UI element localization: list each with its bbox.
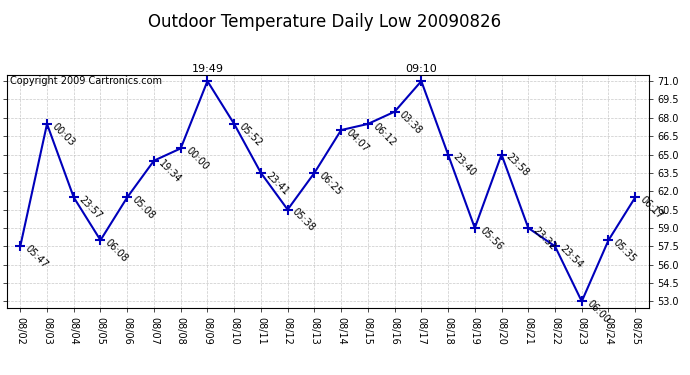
- Text: 05:35: 05:35: [611, 237, 638, 264]
- Text: 23:58: 23:58: [504, 152, 531, 178]
- Text: 05:52: 05:52: [237, 121, 264, 148]
- Text: 23:41: 23:41: [264, 170, 290, 197]
- Text: Copyright 2009 Cartronics.com: Copyright 2009 Cartronics.com: [10, 76, 162, 86]
- Text: 04:07: 04:07: [344, 127, 371, 154]
- Text: 03:38: 03:38: [397, 109, 424, 136]
- Text: 23:40: 23:40: [451, 152, 477, 178]
- Text: 06:12: 06:12: [371, 121, 397, 148]
- Text: 23:57: 23:57: [77, 195, 104, 222]
- Text: 23:32: 23:32: [531, 225, 558, 252]
- Text: 00:00: 00:00: [184, 146, 210, 172]
- Text: 05:08: 05:08: [130, 195, 157, 221]
- Text: 19:49: 19:49: [191, 64, 224, 74]
- Text: 19:34: 19:34: [157, 158, 184, 184]
- Text: 06:00: 06:00: [584, 298, 611, 325]
- Text: 06:08: 06:08: [104, 237, 130, 264]
- Text: 05:47: 05:47: [23, 243, 50, 270]
- Text: 09:10: 09:10: [406, 64, 437, 74]
- Text: 05:38: 05:38: [290, 207, 317, 234]
- Text: 05:56: 05:56: [477, 225, 504, 252]
- Text: 00:03: 00:03: [50, 121, 77, 148]
- Text: 23:54: 23:54: [558, 243, 584, 270]
- Text: 06:17: 06:17: [638, 195, 664, 221]
- Text: Outdoor Temperature Daily Low 20090826: Outdoor Temperature Daily Low 20090826: [148, 13, 501, 31]
- Text: 06:25: 06:25: [317, 170, 344, 197]
